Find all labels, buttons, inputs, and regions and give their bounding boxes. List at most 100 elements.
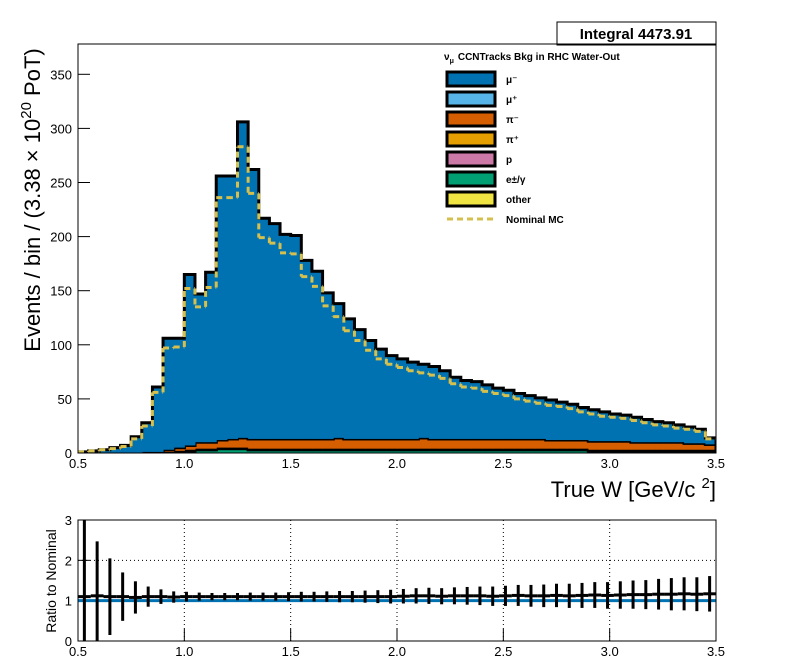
bar bbox=[407, 362, 419, 439]
bar bbox=[397, 438, 409, 449]
bar bbox=[428, 449, 441, 453]
bar bbox=[248, 438, 260, 449]
bar bbox=[567, 440, 579, 449]
bar bbox=[630, 417, 643, 443]
bar bbox=[641, 442, 653, 450]
x-label-sup: 2 bbox=[702, 475, 710, 492]
legend-swatch bbox=[445, 190, 497, 208]
bar bbox=[280, 234, 292, 439]
x-tick-label: 2.5 bbox=[494, 456, 512, 471]
bar bbox=[120, 445, 132, 453]
bar bbox=[99, 449, 111, 453]
frame bbox=[77, 43, 717, 454]
plot-area bbox=[78, 120, 716, 453]
x-tick-label: 2.0 bbox=[388, 456, 406, 471]
bar bbox=[301, 260, 313, 439]
x-tick-label: 2.0 bbox=[388, 644, 406, 659]
bar bbox=[290, 235, 302, 439]
bar bbox=[545, 399, 557, 441]
frame bbox=[77, 519, 717, 642]
bar bbox=[620, 441, 632, 450]
bar bbox=[269, 449, 281, 453]
x-axis-title: True W [GeV/c 2] bbox=[551, 475, 716, 502]
bar bbox=[343, 318, 355, 439]
y-tick-label: 150 bbox=[50, 284, 72, 299]
bar bbox=[354, 329, 366, 439]
bar bbox=[450, 449, 462, 453]
y-tick-label: 50 bbox=[58, 392, 72, 407]
bar bbox=[503, 390, 515, 439]
legend-swatch bbox=[445, 110, 497, 128]
bar bbox=[567, 404, 579, 441]
bar bbox=[226, 448, 238, 453]
bar bbox=[301, 438, 313, 449]
bar bbox=[333, 303, 345, 438]
bar bbox=[226, 176, 238, 439]
x-label-end: ] bbox=[710, 477, 716, 502]
bar bbox=[365, 340, 377, 439]
x-tick-label: 3.0 bbox=[601, 456, 619, 471]
y-axis-title: Events / bin / (3.38 × 1020 PoT) bbox=[18, 48, 45, 351]
legend-label: e±/γ bbox=[506, 175, 526, 186]
bar bbox=[428, 366, 441, 439]
legend-label: p bbox=[506, 155, 512, 166]
legend-label: π⁺ bbox=[506, 135, 519, 146]
bar bbox=[141, 422, 153, 452]
bar bbox=[343, 449, 355, 453]
bar bbox=[248, 449, 260, 453]
legend-swatch bbox=[445, 70, 497, 88]
y-label-sup: 20 bbox=[18, 102, 35, 119]
bar bbox=[588, 441, 600, 450]
bar bbox=[173, 447, 185, 451]
y-tick-label: 0 bbox=[65, 446, 72, 461]
bar bbox=[205, 272, 217, 443]
bar bbox=[194, 449, 207, 453]
bar bbox=[694, 443, 706, 450]
y-tick-label: 100 bbox=[50, 338, 72, 353]
legend-swatch bbox=[445, 130, 497, 148]
bar bbox=[343, 438, 355, 449]
bar bbox=[269, 223, 281, 439]
legend-title-symbol: ν bbox=[444, 52, 450, 63]
bar bbox=[269, 438, 281, 449]
bar bbox=[652, 442, 664, 450]
y-tick-label: 3 bbox=[65, 513, 72, 528]
bar bbox=[205, 442, 217, 449]
legend-swatch bbox=[445, 90, 497, 108]
bar bbox=[567, 449, 579, 453]
bar bbox=[471, 449, 483, 453]
x-label: True W [GeV/c bbox=[551, 477, 702, 502]
legend-label: μ⁺ bbox=[506, 95, 517, 106]
bar bbox=[620, 415, 632, 442]
ratio-area bbox=[78, 520, 716, 641]
bar bbox=[588, 409, 600, 442]
bar bbox=[439, 370, 451, 439]
bar bbox=[492, 449, 504, 453]
bar bbox=[397, 449, 409, 453]
legend-title-sub: μ bbox=[450, 58, 454, 65]
bar bbox=[439, 449, 451, 453]
bar bbox=[280, 449, 292, 453]
x-tick-label: 1.5 bbox=[282, 456, 300, 471]
bar bbox=[662, 442, 674, 450]
bar bbox=[684, 427, 696, 444]
x-tick-label: 3.0 bbox=[601, 644, 619, 659]
bar bbox=[535, 449, 547, 453]
bar bbox=[492, 438, 504, 449]
bar bbox=[237, 121, 249, 438]
bar bbox=[705, 444, 716, 450]
bar bbox=[386, 355, 398, 439]
bar bbox=[194, 442, 207, 449]
bar bbox=[460, 380, 472, 439]
bar bbox=[365, 438, 377, 449]
x-tick-label: 0.5 bbox=[69, 644, 87, 659]
legend-label: μ⁻ bbox=[506, 75, 517, 86]
bar bbox=[492, 388, 504, 439]
bar bbox=[694, 429, 706, 444]
bar bbox=[482, 438, 494, 449]
legend-title-text: CCNTracks Bkg in RHC Water-Out bbox=[458, 52, 621, 63]
bar bbox=[375, 438, 387, 449]
legend-label: other bbox=[506, 195, 531, 206]
legend-title: νμ CCNTracks Bkg in RHC Water-Out bbox=[444, 52, 620, 65]
legend-label: π⁻ bbox=[506, 115, 519, 126]
